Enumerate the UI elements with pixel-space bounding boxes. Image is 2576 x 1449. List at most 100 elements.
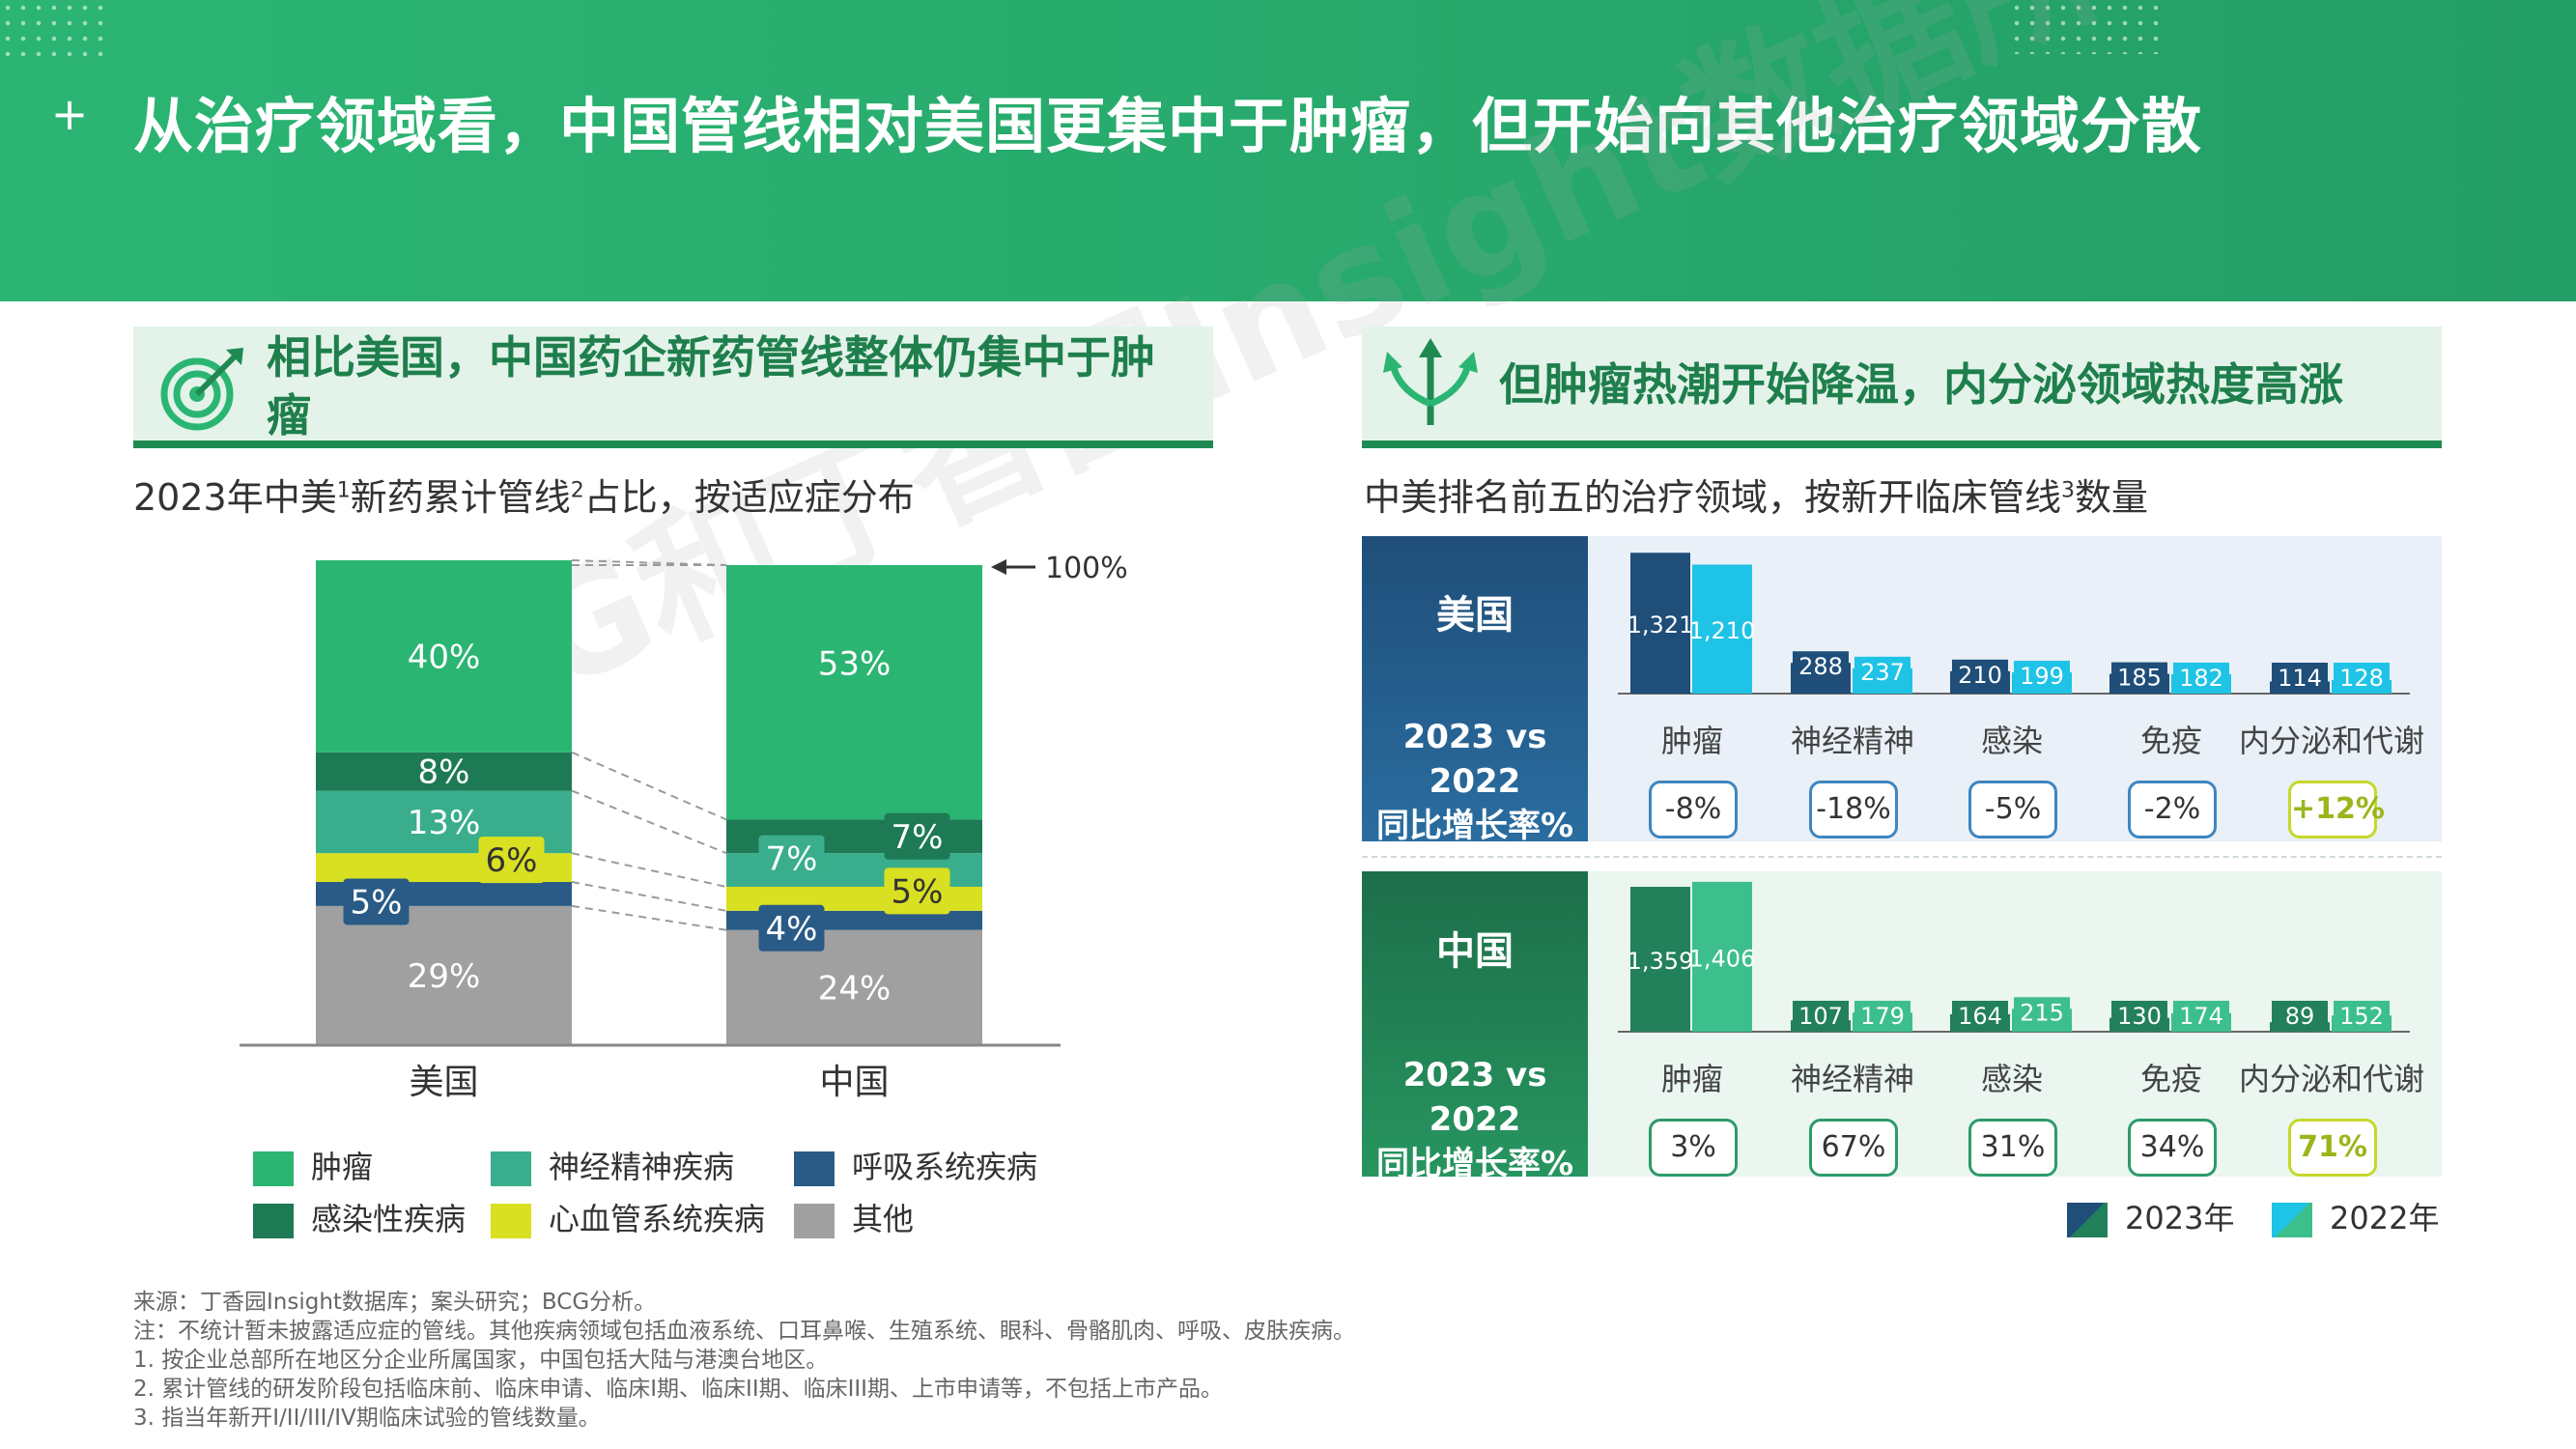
value-label: 182 (2179, 665, 2223, 692)
subtitle-text: 中美排名前五的治疗领域，按新开临床管线 (1364, 476, 2062, 519)
divider (1362, 856, 2442, 858)
legend-item: 神经精神疾病 (491, 1143, 734, 1187)
value-label: 210 (1958, 662, 2002, 689)
legend-swatch (794, 1151, 835, 1186)
value-label: 130 (2117, 1003, 2162, 1030)
value-label: 237 (1860, 659, 1905, 686)
bar-segment-肿瘤 (726, 565, 982, 820)
segment-label: 8% (418, 753, 470, 792)
legend-swatch (2272, 1203, 2312, 1237)
value-label: 1,210 (1689, 617, 1756, 644)
legend-label: 2022年 (2330, 1200, 2440, 1236)
value-label: 199 (2020, 663, 2064, 690)
value-label-bg (2334, 663, 2390, 694)
bar-2023年 (1630, 553, 1690, 694)
legend-label: 神经精神疾病 (549, 1149, 735, 1185)
growth-rate-badge: +12% (2288, 781, 2385, 838)
segment-label: 53% (818, 645, 892, 684)
value-label: 152 (2339, 1003, 2384, 1030)
cn-label-block (1362, 871, 1588, 1177)
category-label: 内分泌和代谢 (2238, 1061, 2424, 1097)
legend-item: 心血管系统疾病 (491, 1195, 765, 1239)
subtitle-text: 占比，按适应症分布 (583, 476, 915, 519)
legend-item: 感染性疾病 (253, 1195, 466, 1239)
cn-region-label: 中国 (1436, 929, 1514, 974)
growth-rate-badge: -8% (1649, 781, 1738, 838)
category-label: 神经精神 (1790, 723, 1914, 759)
legend-item: 其他 (794, 1195, 914, 1239)
diverging-arrows-icon (1383, 338, 1478, 425)
footnote-note: 注：不统计暂未披露适应症的管线。其他疾病领域包括血液系统、口耳鼻喉、生殖系统、眼… (133, 1319, 1355, 1344)
connector-line (571, 789, 727, 855)
subtitle-text: 新药累计管线 (350, 476, 571, 519)
value-label-bg (1793, 651, 1849, 683)
value-label-bg (2111, 1001, 2167, 1032)
label-box (758, 835, 825, 882)
segment-label: 4% (766, 910, 818, 949)
value-label: 288 (1798, 653, 1843, 680)
category-label: 内分泌和代谢 (2238, 723, 2424, 759)
segment-label: 6% (486, 841, 538, 880)
footnote-1: 1. 按企业总部所在地区分企业所属国家，中国包括大陆与港澳台地区。 (133, 1348, 829, 1373)
category-label: 免疫 (2139, 1061, 2202, 1097)
value-label: 1,321 (1628, 611, 1694, 639)
value-label-bg (2111, 662, 2167, 694)
dot-pattern-decoration (0, 0, 106, 62)
subtitle-text: 数量 (2075, 476, 2149, 519)
value-label: 164 (1958, 1003, 2002, 1030)
footnote-2: 2. 累计管线的研发阶段包括临床前、临床申请、临床I期、临床II期、临床III期… (133, 1377, 1223, 1402)
bar-2022年 (1692, 564, 1752, 694)
legend-item: 肿瘤 (253, 1143, 373, 1187)
total-label: 100% (1045, 552, 1128, 585)
bar-segment-肿瘤 (316, 560, 572, 753)
category-label: 肿瘤 (1660, 723, 1723, 759)
value-label: 107 (1798, 1003, 1843, 1030)
value-label-bg (1854, 656, 1911, 688)
legend-swatch (491, 1151, 531, 1186)
value-label: 128 (2339, 665, 2384, 692)
legend-swatch (2067, 1203, 2108, 1237)
growth-rate-badge: 3% (1649, 1119, 1738, 1177)
segment-label: 7% (766, 840, 818, 879)
category-label: 肿瘤 (1660, 1061, 1723, 1097)
segment-label: 7% (892, 818, 944, 857)
value-label: 1,406 (1689, 945, 1756, 972)
legend-item: 呼吸系统疾病 (794, 1143, 1037, 1187)
legend-label: 呼吸系统疾病 (852, 1149, 1038, 1185)
value-label-bg (2014, 661, 2070, 693)
arrow-head (991, 559, 1006, 575)
segment-label: 5% (892, 872, 944, 911)
legend-2023: 2023年 (2067, 1194, 2234, 1238)
growth-rate-badge: -2% (2128, 781, 2217, 838)
left-panel-header: 相比美国，中国药企新药管线整体仍集中于肿瘤 (133, 327, 1213, 448)
footnote-ref: 1 (336, 478, 351, 503)
value-label-bg (2272, 1001, 2328, 1032)
segment-label: 13% (408, 804, 481, 842)
segment-label: 24% (818, 969, 892, 1008)
legend-label: 2023年 (2125, 1200, 2235, 1236)
value-label: 1,359 (1628, 948, 1694, 975)
label-box (478, 837, 545, 884)
dot-pattern-decoration (2009, 0, 2164, 54)
page-title: 从治疗领域看，中国管线相对美国更集中于肿瘤，但开始向其他治疗领域分散 (133, 91, 2203, 161)
right-panel-header: 但肿瘤热潮开始降温，内分泌领域热度高涨 (1362, 327, 2442, 448)
segment-label: 40% (408, 638, 481, 676)
value-label-bg (2173, 662, 2229, 694)
bar-segment-其他 (316, 905, 572, 1045)
connector-line (571, 751, 727, 821)
legend-swatch (794, 1204, 835, 1238)
left-chart-subtitle: 2023年中美1新药累计管线2占比，按适应症分布 (133, 468, 915, 521)
growth-rate-badge: 71% (2288, 1119, 2377, 1177)
category-label: 中国 (819, 1063, 889, 1102)
legend-swatch (253, 1151, 294, 1186)
footnote-ref: 2 (570, 478, 584, 503)
category-label: 美国 (409, 1063, 478, 1102)
legend-label: 其他 (852, 1201, 915, 1237)
legend-swatch (253, 1204, 294, 1238)
label-box (884, 812, 950, 860)
target-icon (160, 348, 243, 431)
value-label: 179 (1860, 1003, 1905, 1030)
right-chart-subtitle: 中美排名前五的治疗领域，按新开临床管线3数量 (1364, 468, 2148, 521)
legend-label: 心血管系统疾病 (549, 1201, 766, 1237)
